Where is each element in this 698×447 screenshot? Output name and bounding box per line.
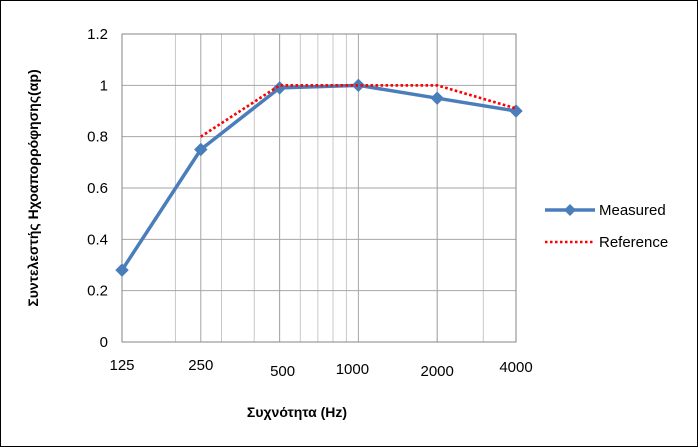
series-layer	[115, 78, 523, 277]
y-tick-label: 0.4	[87, 231, 108, 248]
legend-label-reference: Reference	[599, 234, 668, 251]
data-point-measured	[194, 142, 208, 157]
y-tick-label: 0.8	[87, 129, 108, 146]
y-tick-label: 0	[100, 334, 108, 351]
y-axis-tick-labels: 0 0.2 0.4 0.6 0.8 1 1.2	[87, 26, 108, 351]
legend: Measured Reference	[545, 202, 668, 251]
x-axis-title: Συχνότητα (Hz)	[247, 404, 347, 420]
data-point-measured	[509, 104, 523, 118]
data-point-measured	[351, 78, 366, 93]
legend-label-measured: Measured	[599, 202, 666, 219]
series-line-measured	[120, 83, 517, 272]
y-tick-label: 0.6	[87, 180, 108, 197]
y-axis-title: Συντελεστής Ηχοαπορρόφησης(αp)	[25, 69, 41, 306]
legend-marker-measured	[564, 204, 576, 216]
y-tick-label: 1	[100, 77, 108, 94]
data-point-measured	[430, 91, 444, 105]
plot-area-border	[121, 33, 517, 343]
x-tick-label: 500	[270, 363, 295, 380]
x-tick-label: 2000	[421, 363, 454, 380]
x-tick-label: 125	[109, 357, 134, 374]
y-tick-label: 0.2	[87, 283, 108, 300]
data-point-measured	[115, 263, 129, 277]
x-tick-label: 250	[188, 357, 213, 374]
horizontal-gridlines	[122, 33, 516, 343]
x-axis-tick-labels: 125 250 500 1000 2000 4000	[109, 357, 532, 380]
x-tick-label: 1000	[336, 361, 369, 378]
x-tick-label: 4000	[499, 359, 532, 376]
y-tick-label: 1.2	[87, 26, 108, 43]
